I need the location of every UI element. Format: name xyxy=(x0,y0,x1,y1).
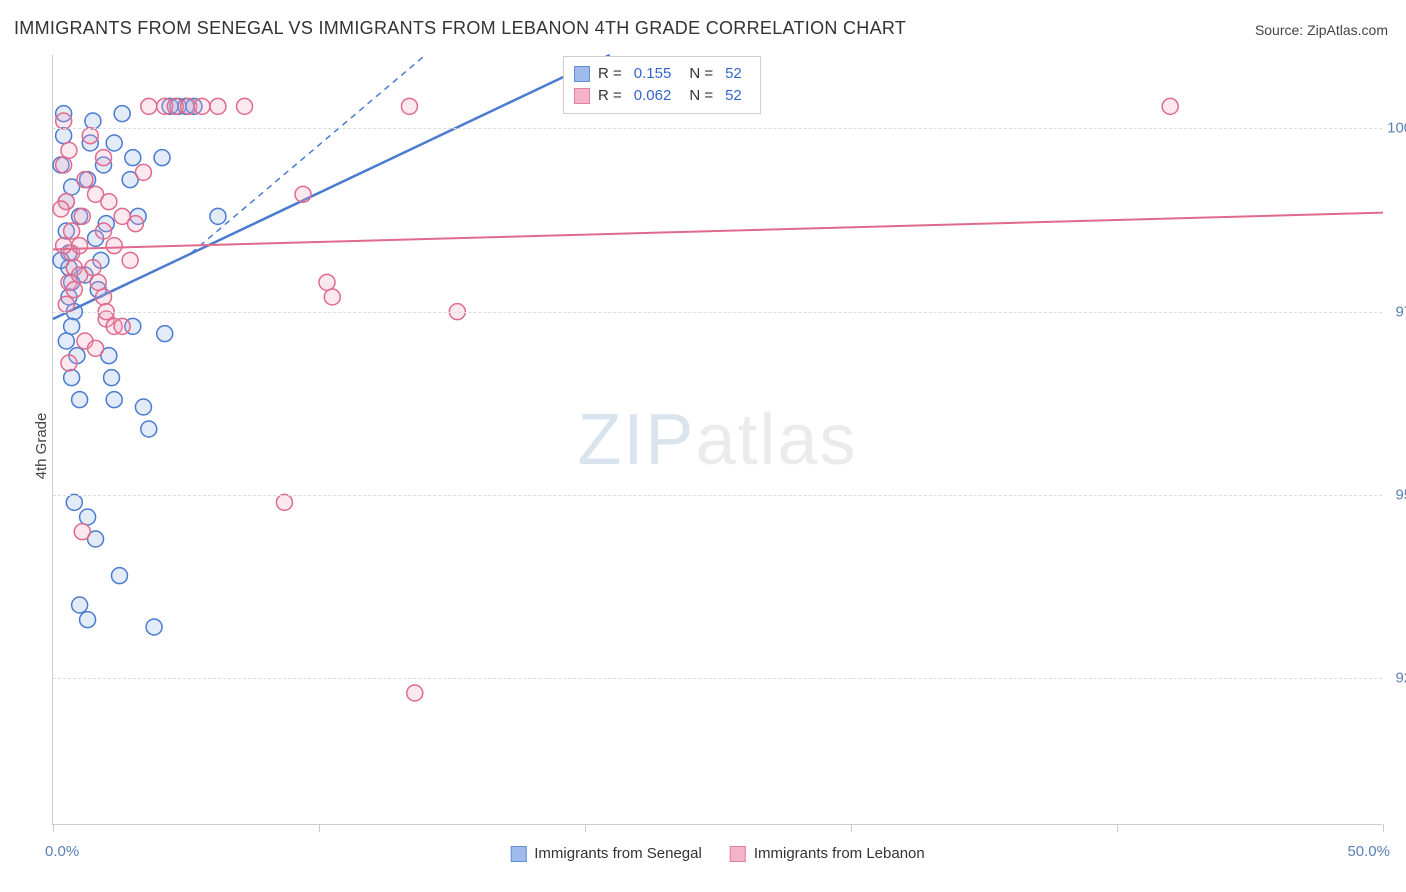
scatter-point-senegal xyxy=(80,509,96,525)
trend-line-lebanon xyxy=(53,213,1383,250)
x-tick-mark xyxy=(585,824,586,832)
y-axis-label: 4th Grade xyxy=(33,413,50,480)
x-tick-mark xyxy=(1117,824,1118,832)
scatter-point-lebanon xyxy=(64,223,80,239)
scatter-point-senegal xyxy=(80,612,96,628)
scatter-point-lebanon xyxy=(53,201,69,217)
scatter-point-lebanon xyxy=(194,98,210,114)
scatter-point-lebanon xyxy=(56,157,72,173)
scatter-point-lebanon xyxy=(276,494,292,510)
swatch-lebanon xyxy=(574,88,590,104)
scatter-point-lebanon xyxy=(106,238,122,254)
scatter-point-senegal xyxy=(106,392,122,408)
scatter-point-lebanon xyxy=(61,142,77,158)
scatter-point-senegal xyxy=(66,494,82,510)
scatter-point-lebanon xyxy=(96,289,112,305)
scatter-point-senegal xyxy=(72,392,88,408)
legend-row-senegal: R = 0.155 N = 52 xyxy=(574,63,746,85)
scatter-point-lebanon xyxy=(141,98,157,114)
y-gridline xyxy=(53,128,1382,129)
x-max-label: 50.0% xyxy=(1347,843,1390,860)
scatter-point-lebanon xyxy=(114,208,130,224)
scatter-point-lebanon xyxy=(135,164,151,180)
x-tick-mark xyxy=(1383,824,1384,832)
scatter-point-lebanon xyxy=(56,113,72,129)
scatter-point-lebanon xyxy=(96,223,112,239)
n-value-lebanon: 52 xyxy=(725,85,742,107)
r-value-senegal: 0.155 xyxy=(634,63,672,85)
scatter-point-senegal xyxy=(106,135,122,151)
scatter-point-lebanon xyxy=(88,340,104,356)
y-tick-label: 95.0% xyxy=(1395,487,1406,504)
scatter-point-senegal xyxy=(64,370,80,386)
trend-line-dashed-senegal xyxy=(191,55,425,253)
scatter-point-lebanon xyxy=(58,296,74,312)
scatter-point-lebanon xyxy=(401,98,417,114)
scatter-point-lebanon xyxy=(1162,98,1178,114)
scatter-point-lebanon xyxy=(74,524,90,540)
y-gridline xyxy=(53,495,1382,496)
scatter-point-senegal xyxy=(72,597,88,613)
scatter-point-lebanon xyxy=(324,289,340,305)
scatter-point-lebanon xyxy=(319,274,335,290)
y-gridline xyxy=(53,678,1382,679)
scatter-point-lebanon xyxy=(72,238,88,254)
scatter-point-senegal xyxy=(104,370,120,386)
scatter-point-lebanon xyxy=(210,98,226,114)
scatter-point-lebanon xyxy=(101,194,117,210)
source-label: Source: ZipAtlas.com xyxy=(1255,22,1388,38)
scatter-point-lebanon xyxy=(96,150,112,166)
x-tick-mark xyxy=(319,824,320,832)
chart-plot-area: ZIPatlas R = 0.155 N = 52 R = 0.062 N = … xyxy=(52,55,1382,825)
scatter-point-lebanon xyxy=(407,685,423,701)
series-legend: Immigrants from Senegal Immigrants from … xyxy=(510,845,925,862)
scatter-point-lebanon xyxy=(74,208,90,224)
scatter-point-lebanon xyxy=(85,260,101,276)
scatter-point-lebanon xyxy=(90,274,106,290)
scatter-point-senegal xyxy=(135,399,151,415)
scatter-point-lebanon xyxy=(56,238,72,254)
scatter-point-senegal xyxy=(125,150,141,166)
scatter-point-senegal xyxy=(154,150,170,166)
x-tick-mark xyxy=(851,824,852,832)
scatter-point-lebanon xyxy=(82,128,98,144)
scatter-point-lebanon xyxy=(114,318,130,334)
scatter-point-senegal xyxy=(85,113,101,129)
scatter-point-lebanon xyxy=(295,186,311,202)
y-tick-label: 97.5% xyxy=(1395,303,1406,320)
scatter-point-senegal xyxy=(114,106,130,122)
x-tick-mark xyxy=(53,824,54,832)
legend-label-senegal: Immigrants from Senegal xyxy=(534,845,702,862)
chart-title: IMMIGRANTS FROM SENEGAL VS IMMIGRANTS FR… xyxy=(14,18,906,39)
scatter-point-senegal xyxy=(141,421,157,437)
scatter-point-senegal xyxy=(146,619,162,635)
scatter-point-senegal xyxy=(56,128,72,144)
scatter-point-senegal xyxy=(157,326,173,342)
scatter-point-lebanon xyxy=(77,172,93,188)
scatter-point-senegal xyxy=(112,568,128,584)
r-value-lebanon: 0.062 xyxy=(634,85,672,107)
scatter-point-senegal xyxy=(58,333,74,349)
legend-item-lebanon: Immigrants from Lebanon xyxy=(730,845,925,862)
y-tick-label: 92.5% xyxy=(1395,670,1406,687)
scatter-point-lebanon xyxy=(66,282,82,298)
y-tick-label: 100.0% xyxy=(1387,120,1406,137)
swatch-lebanon-icon xyxy=(730,846,746,862)
scatter-point-lebanon xyxy=(122,252,138,268)
correlation-legend: R = 0.155 N = 52 R = 0.062 N = 52 xyxy=(563,56,761,114)
scatter-point-lebanon xyxy=(237,98,253,114)
scatter-point-lebanon xyxy=(61,355,77,371)
legend-label-lebanon: Immigrants from Lebanon xyxy=(754,845,925,862)
x-min-label: 0.0% xyxy=(45,843,79,860)
swatch-senegal xyxy=(574,66,590,82)
legend-item-senegal: Immigrants from Senegal xyxy=(510,845,702,862)
legend-row-lebanon: R = 0.062 N = 52 xyxy=(574,85,746,107)
swatch-senegal-icon xyxy=(510,846,526,862)
n-value-senegal: 52 xyxy=(725,63,742,85)
scatter-svg xyxy=(53,55,1383,825)
scatter-point-senegal xyxy=(64,318,80,334)
y-gridline xyxy=(53,312,1382,313)
scatter-point-senegal xyxy=(210,208,226,224)
